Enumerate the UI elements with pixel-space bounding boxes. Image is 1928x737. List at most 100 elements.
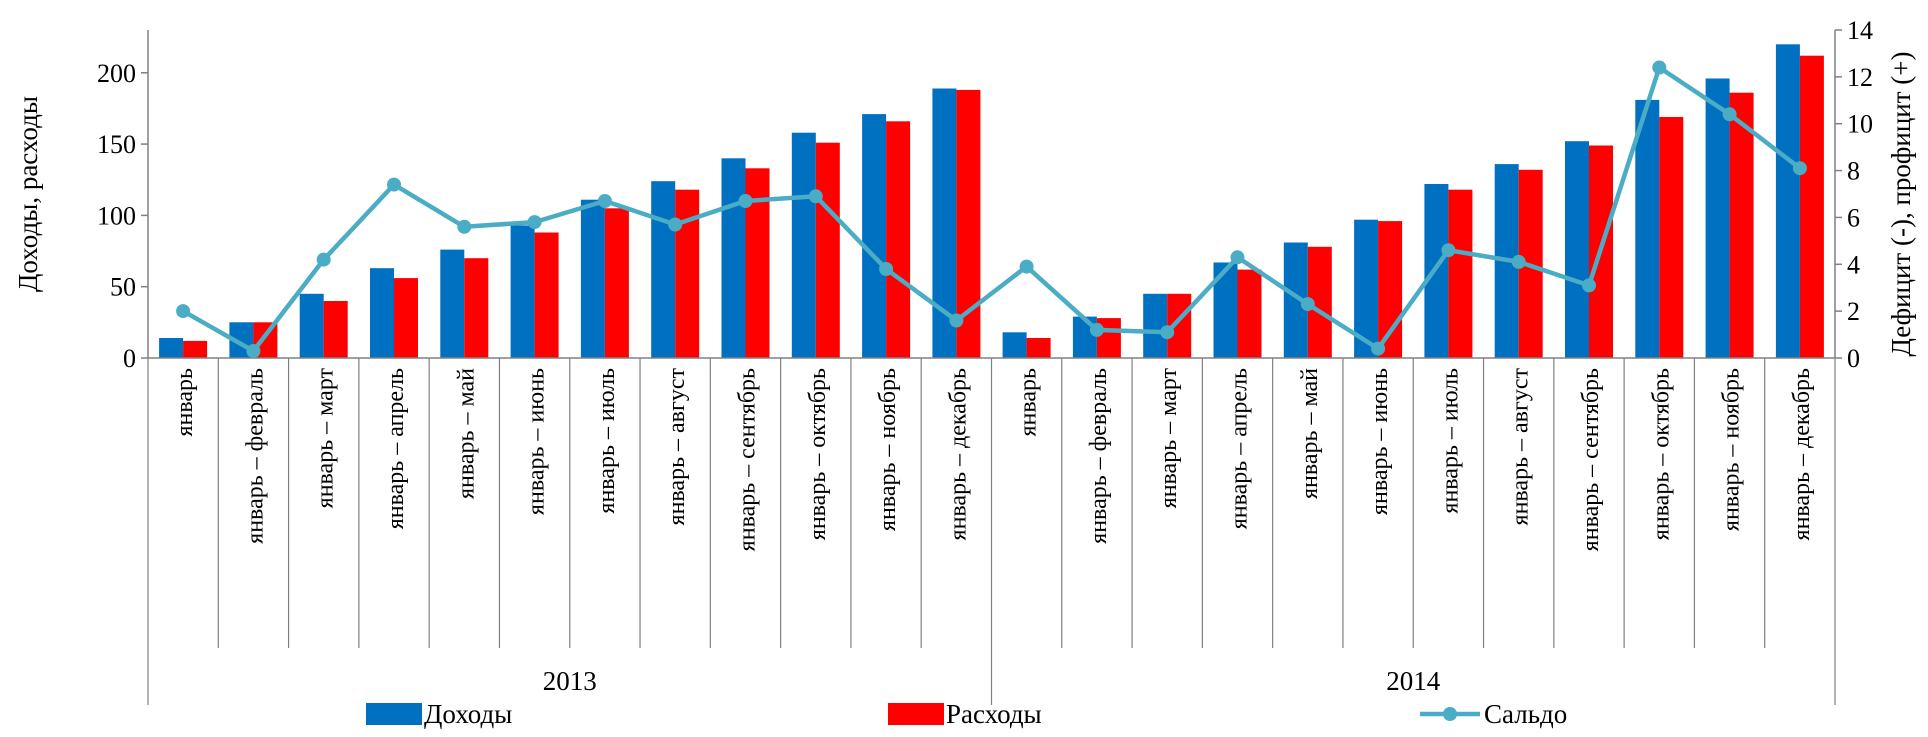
- x-category-label: январь – июль: [1437, 368, 1463, 514]
- point-saldo-1: [246, 344, 261, 358]
- x-category-label: январь – ноябрь: [875, 368, 901, 531]
- point-saldo-6: [597, 194, 612, 208]
- bar-expense-9: [815, 142, 840, 358]
- bar-income-6: [580, 199, 605, 358]
- bar-expense-23: [1799, 55, 1824, 358]
- bar-expense-0: [183, 340, 208, 358]
- bar-income-3: [370, 268, 394, 358]
- y-left-axis-title: Доходы, расходы: [13, 96, 43, 292]
- legend-swatch-1: [888, 703, 944, 725]
- x-category-label: январь – август: [1508, 367, 1534, 525]
- bar-expense-17: [1378, 221, 1403, 358]
- bar-income-4: [440, 249, 465, 358]
- point-saldo-12: [1019, 259, 1034, 274]
- bar-income-5: [510, 225, 535, 358]
- bar-expense-3: [394, 278, 418, 358]
- point-saldo-9: [808, 189, 823, 204]
- point-saldo-18: [1441, 243, 1456, 258]
- bar-income-8: [721, 158, 746, 358]
- bar-income-7: [651, 181, 676, 358]
- bar-expense-2: [323, 301, 348, 358]
- y-left-tick-label: 100: [97, 201, 136, 230]
- y-left-tick-label: 50: [110, 273, 136, 302]
- point-saldo-23: [1792, 161, 1807, 176]
- point-saldo-15: [1230, 250, 1245, 265]
- point-saldo-14: [1160, 325, 1175, 340]
- point-saldo-0: [176, 304, 191, 319]
- legend-label: Сальдо: [1484, 699, 1567, 729]
- bar-income-12: [1002, 332, 1027, 358]
- bar-income-14: [1143, 293, 1168, 358]
- point-saldo-13: [1089, 322, 1104, 337]
- bar-expense-4: [464, 258, 489, 358]
- bar-income-13: [1072, 316, 1097, 358]
- point-saldo-5: [527, 215, 542, 230]
- point-saldo-8: [738, 194, 753, 208]
- point-saldo-4: [457, 219, 472, 234]
- point-saldo-3: [387, 177, 401, 192]
- line-saldo: [181, 65, 1802, 354]
- x-category-label: январь – август: [664, 367, 690, 525]
- point-saldo-16: [1300, 297, 1315, 312]
- x-group-label-2014: 2014: [1386, 666, 1441, 696]
- x-category-label: январь – июль: [594, 368, 620, 514]
- x-group-label-2013: 2013: [543, 666, 597, 696]
- bar-expense-12: [1026, 338, 1051, 358]
- point-saldo-21: [1652, 60, 1667, 75]
- y-right-tick-label: 0: [1847, 344, 1860, 373]
- x-category-label: январь – сентябрь: [734, 368, 760, 551]
- x-category-label: январь – декабрь: [1789, 368, 1815, 541]
- y-right-axis-title: Дефицит (-), профицит (+): [1886, 52, 1916, 357]
- point-saldo-10: [879, 262, 894, 276]
- x-category-label: январь: [172, 368, 198, 437]
- x-category-label: январь – февраль: [1086, 368, 1112, 544]
- x-category-label: январь – март: [1156, 367, 1182, 508]
- x-category-label: январь: [1016, 368, 1042, 437]
- legend-marker-swatch: [1443, 707, 1457, 721]
- y-right-tick-label: 12: [1847, 63, 1873, 92]
- bar-income-23: [1775, 44, 1800, 359]
- x-category-label: январь – март: [313, 367, 339, 508]
- y-right-tick-label: 2: [1847, 297, 1860, 326]
- y-right-tick-label: 10: [1847, 110, 1873, 139]
- bar-expense-15: [1237, 269, 1262, 358]
- bar-expense-5: [534, 232, 559, 358]
- bar-expense-10: [886, 121, 911, 358]
- bar-income-0: [159, 338, 184, 358]
- bar-expense-21: [1659, 117, 1684, 358]
- y-left-tick-label: 150: [97, 130, 136, 159]
- legend-swatch-0: [366, 703, 422, 725]
- x-category-label: январь – октябрь: [1648, 368, 1674, 540]
- bar-income-22: [1705, 78, 1730, 358]
- x-category-label: январь – июнь: [1367, 368, 1393, 515]
- y-left-tick-label: 0: [123, 344, 136, 373]
- bar-income-2: [299, 293, 324, 358]
- y-right-tick-label: 8: [1847, 157, 1860, 186]
- point-saldo-7: [668, 217, 683, 232]
- x-category-label: январь – февраль: [242, 368, 268, 544]
- x-category-label: январь – апрель: [383, 368, 409, 529]
- legend-label: Расходы: [946, 699, 1042, 729]
- y-right-tick-label: 4: [1847, 250, 1860, 279]
- bar-income-20: [1565, 141, 1589, 358]
- bar-income-9: [791, 132, 816, 358]
- y-right-tick-label: 6: [1847, 203, 1860, 232]
- x-category-label: январь – июнь: [524, 368, 550, 515]
- x-category-label: январь – май: [453, 368, 479, 499]
- x-category-label: январь – апрель: [1227, 368, 1253, 529]
- x-category-label: январь – ноябрь: [1719, 368, 1745, 531]
- y-right-tick-label: 14: [1847, 16, 1873, 45]
- bar-expense-6: [604, 208, 629, 358]
- bar-income-21: [1635, 99, 1660, 359]
- point-saldo-19: [1511, 254, 1526, 269]
- x-category-label: январь – сентябрь: [1578, 368, 1604, 551]
- y-left-tick-label: 200: [97, 59, 136, 88]
- point-saldo-2: [316, 252, 331, 267]
- legend-label: Доходы: [424, 699, 512, 729]
- x-category-label: январь – декабрь: [945, 368, 971, 541]
- bar-expense-18: [1448, 189, 1473, 358]
- bar-income-10: [862, 114, 887, 358]
- point-saldo-20: [1582, 278, 1596, 293]
